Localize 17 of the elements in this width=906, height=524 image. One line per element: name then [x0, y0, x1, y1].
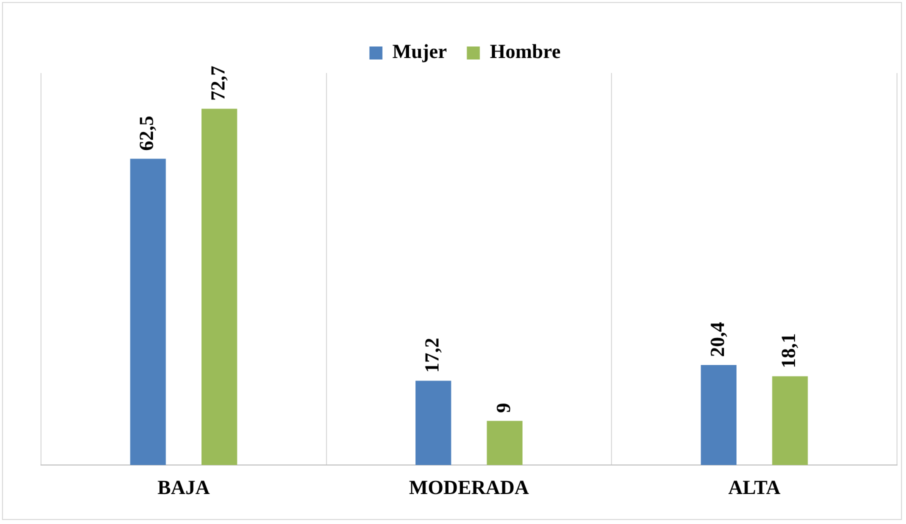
bar [772, 376, 808, 465]
bar [130, 158, 166, 465]
legend-label: Hombre [490, 41, 561, 64]
bar [202, 108, 238, 465]
legend-label: Mujer [392, 41, 447, 64]
bar [700, 365, 736, 465]
x-tick-label: ALTA [728, 477, 782, 500]
bar [486, 420, 522, 465]
bar [416, 380, 452, 465]
data-label: 72,7 [208, 66, 230, 101]
data-label: 9 [492, 402, 515, 413]
data-label: 18,1 [778, 333, 800, 368]
x-tick-label: MODERADA [409, 477, 530, 500]
data-label: 17,2 [422, 338, 444, 373]
data-label: 62,5 [136, 116, 158, 151]
data-label: 20,4 [706, 322, 729, 358]
x-tick-label: BAJA [158, 477, 210, 500]
